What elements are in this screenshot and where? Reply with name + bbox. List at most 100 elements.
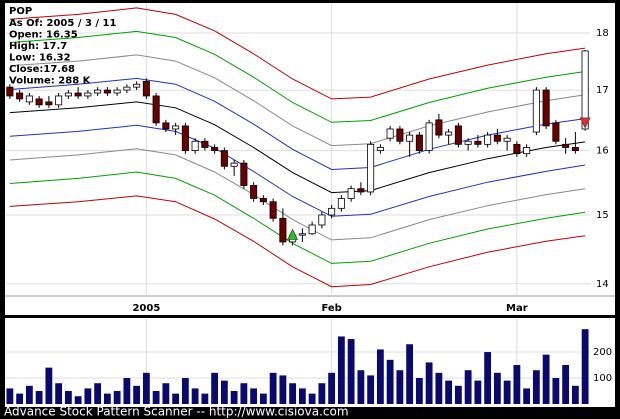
volume-bar	[55, 383, 63, 404]
candle-body	[425, 122, 433, 151]
candle-body	[191, 140, 199, 151]
candle-body	[113, 89, 121, 94]
volume-panel	[5, 318, 615, 407]
volume-bar	[45, 367, 53, 404]
volume-bar	[435, 372, 443, 404]
volume-bar	[406, 344, 414, 404]
candle-body	[542, 89, 550, 127]
candle-body	[74, 92, 82, 97]
candle-body	[454, 125, 462, 145]
y-tick-label: 200 K	[593, 347, 620, 358]
volume-bar	[64, 391, 72, 404]
candle-body	[259, 198, 267, 203]
volume-bar	[328, 372, 336, 404]
volume-bar	[172, 393, 180, 404]
candle-body	[279, 217, 287, 243]
volume-bar	[250, 388, 258, 404]
volume-bar	[298, 388, 306, 404]
candle-body	[367, 143, 375, 193]
candle-body	[357, 188, 365, 193]
volume-bar	[308, 393, 316, 404]
volume-bar	[181, 378, 189, 404]
candle-body	[201, 140, 209, 148]
candle-body	[396, 128, 404, 142]
candle-body	[532, 89, 540, 133]
candle-body	[386, 128, 394, 139]
info-line: Volume: 288 K	[9, 76, 92, 87]
volume-bar	[454, 385, 462, 404]
band-line	[9, 7, 586, 100]
volume-bar	[142, 372, 150, 404]
volume-bar	[259, 393, 267, 404]
volume-bar	[396, 370, 404, 404]
candle-body	[45, 101, 53, 106]
volume-bar	[571, 385, 579, 404]
candle-body	[211, 147, 219, 151]
band-line	[9, 195, 586, 288]
volume-bar	[94, 383, 102, 404]
volume-bar	[386, 359, 394, 404]
candle-body	[35, 98, 43, 106]
candle-body	[55, 95, 63, 106]
volume-bar	[230, 391, 238, 404]
volume-bar	[220, 380, 228, 404]
candle-body	[230, 162, 238, 167]
candle-body	[269, 201, 277, 219]
volume-bar	[542, 354, 550, 404]
volume-bar	[562, 365, 570, 404]
candle-body	[84, 92, 92, 97]
candle-body	[181, 125, 189, 151]
volume-bar	[318, 383, 326, 404]
candle-body	[123, 86, 131, 91]
volume-bar	[552, 378, 560, 404]
volume-bar	[347, 339, 355, 404]
candle-body	[435, 119, 443, 136]
band-line	[9, 54, 586, 147]
candle-body	[133, 83, 141, 88]
price-panel	[5, 3, 615, 315]
candle-body	[552, 122, 560, 142]
candle-body	[415, 134, 423, 151]
volume-bar	[367, 375, 375, 404]
volume-bar	[123, 378, 131, 404]
volume-bar	[211, 372, 219, 404]
y-tick-label: 18	[596, 28, 609, 39]
candle-body	[298, 233, 306, 236]
candle-body	[6, 86, 14, 97]
volume-bar	[464, 370, 472, 404]
volume-bar	[513, 365, 521, 404]
candle-body	[493, 134, 501, 142]
volume-bar	[240, 383, 248, 404]
candle-body	[64, 92, 72, 97]
volume-bar	[425, 362, 433, 404]
candle-body	[484, 134, 492, 145]
candle-body	[25, 95, 33, 103]
volume-bar	[279, 375, 287, 404]
candle-body	[581, 50, 589, 130]
signal-marker	[287, 228, 299, 240]
candle-body	[337, 198, 345, 209]
y-tick-label: 17	[596, 85, 609, 96]
info-line: As Of: 2005 / 3 / 11	[9, 18, 116, 29]
y-tick-label: 15	[596, 210, 609, 221]
ticker-title: POP	[9, 6, 32, 17]
band-line	[9, 124, 586, 217]
volume-bar	[357, 370, 365, 404]
candle-body	[16, 92, 24, 100]
volume-bar	[493, 372, 501, 404]
band-line	[9, 30, 586, 123]
candle-body	[152, 95, 160, 124]
info-line: Close:17.68	[9, 64, 75, 75]
volume-bar	[523, 388, 531, 404]
candle-body	[220, 150, 228, 167]
volume-bar	[289, 383, 297, 404]
candle-body	[474, 140, 482, 145]
volume-bar	[376, 349, 384, 404]
x-tick-label: 2005	[132, 303, 160, 314]
candle-body	[503, 137, 511, 142]
volume-bar	[445, 380, 453, 404]
volume-bar	[201, 393, 209, 404]
x-tick-label: Mar	[506, 303, 528, 314]
volume-bar	[337, 336, 345, 404]
